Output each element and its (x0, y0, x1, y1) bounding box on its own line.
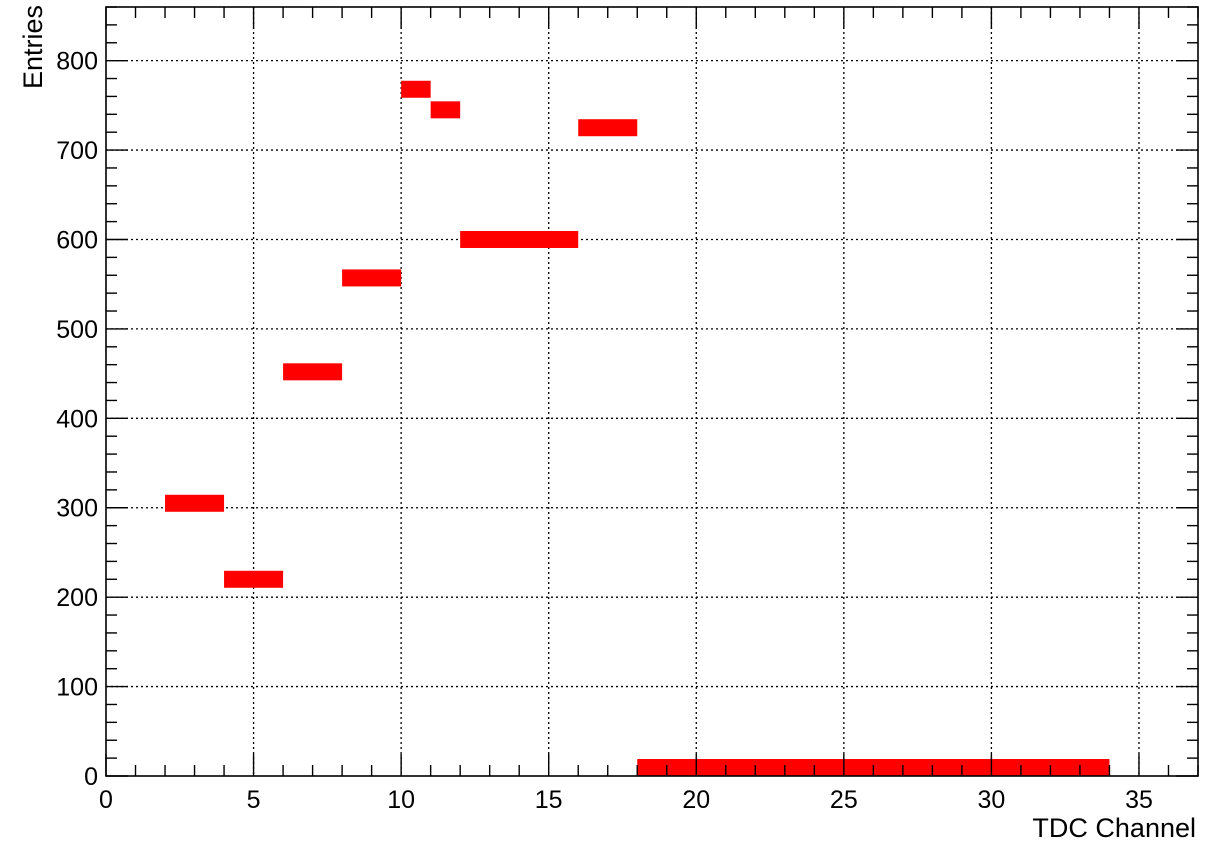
x-axis-title: TDC Channel (1032, 813, 1196, 843)
histogram-bin (165, 494, 225, 512)
bins-layer (165, 80, 1110, 776)
y-tick-label: 700 (56, 137, 98, 165)
histogram-bin (401, 80, 431, 98)
histogram-bin (578, 119, 638, 137)
tick-labels: 0 5 10 15 20 25 30 35 0 100 200 300 400 500 600 700 800 (56, 48, 1153, 814)
y-tick-label: 400 (56, 405, 98, 433)
y-tick-label: 0 (84, 763, 98, 791)
y-tick-label: 800 (56, 48, 98, 76)
grid-lines (106, 7, 1198, 776)
y-tick-label: 500 (56, 316, 98, 344)
y-axis-title: Entries (18, 5, 48, 89)
axis-ticks (105, 6, 1199, 777)
x-tick-label: 35 (1125, 786, 1153, 814)
plot-frame (105, 6, 1199, 777)
plot-border (105, 6, 1199, 777)
histogram-bin (224, 570, 284, 588)
x-tick-label: 10 (387, 786, 415, 814)
y-tick-label: 600 (56, 226, 98, 254)
y-tick-label: 300 (56, 495, 98, 523)
x-tick-label: 5 (247, 786, 261, 814)
histogram-bin (283, 363, 343, 381)
histogram-bin (430, 101, 461, 119)
x-tick-label: 15 (535, 786, 563, 814)
histogram-bin (460, 230, 579, 248)
y-tick-label: 200 (56, 584, 98, 612)
y-tick-label: 100 (56, 674, 98, 702)
x-tick-label: 30 (977, 786, 1005, 814)
histogram-bin (342, 269, 402, 287)
x-tick-label: 20 (682, 786, 710, 814)
x-tick-label: 25 (830, 786, 858, 814)
x-tick-label: 0 (99, 786, 113, 814)
